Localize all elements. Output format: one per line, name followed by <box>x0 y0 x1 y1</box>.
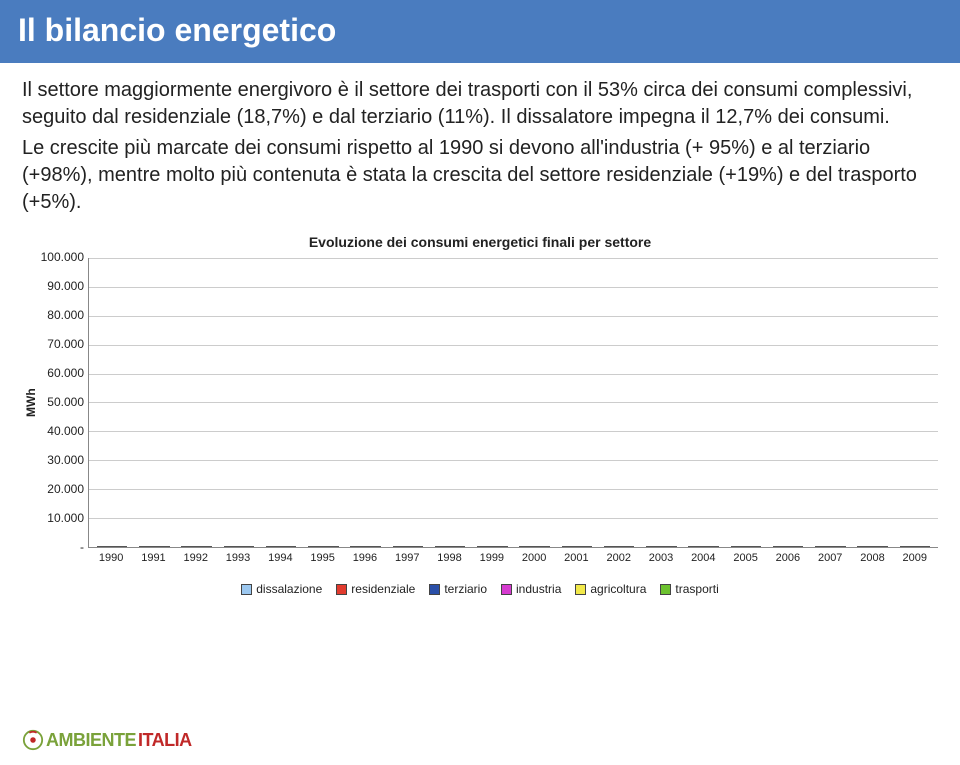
bar <box>604 546 634 547</box>
x-tick-label: 2002 <box>603 552 633 564</box>
legend-item-dissalazione: dissalazione <box>241 582 322 596</box>
bar <box>562 546 592 547</box>
bar <box>900 546 930 547</box>
bar <box>393 546 423 547</box>
bar <box>139 546 169 547</box>
bar <box>181 546 211 547</box>
bar <box>266 546 296 547</box>
x-tick-label: 1993 <box>223 552 253 564</box>
x-tick-label: 2004 <box>688 552 718 564</box>
legend-label: industria <box>516 582 561 596</box>
paragraph-1: Il settore maggiormente energivoro è il … <box>22 77 938 131</box>
bar <box>97 546 127 547</box>
chart-plot <box>88 258 938 548</box>
x-tick-label: 2001 <box>561 552 591 564</box>
legend-swatch <box>429 584 440 595</box>
paragraph-2: Le crescite più marcate dei consumi risp… <box>22 135 938 216</box>
x-tick-label: 1996 <box>350 552 380 564</box>
x-tick-label: 2006 <box>773 552 803 564</box>
x-tick-label: 1997 <box>392 552 422 564</box>
bar <box>477 546 507 547</box>
page-title: Il bilancio energetico <box>0 0 960 63</box>
legend-swatch <box>575 584 586 595</box>
logo-text-1: AMBIENTE <box>46 730 136 751</box>
chart-legend: dissalazione residenziale terziario industr… <box>22 582 938 596</box>
legend-label: residenziale <box>351 582 415 596</box>
x-tick-label: 1998 <box>434 552 464 564</box>
bar <box>815 546 845 547</box>
x-tick-label: 2005 <box>730 552 760 564</box>
bar <box>224 546 254 547</box>
x-tick-label: 2008 <box>857 552 887 564</box>
legend-item-trasporti: trasporti <box>660 582 718 596</box>
bar <box>773 546 803 547</box>
legend-label: agricoltura <box>590 582 646 596</box>
x-tick-label: 1991 <box>138 552 168 564</box>
chart-area: MWh 100.00090.00080.00070.00060.00050.00… <box>22 258 938 548</box>
legend-swatch <box>660 584 671 595</box>
chart-bars <box>89 258 938 547</box>
legend-item-industria: industria <box>501 582 561 596</box>
legend-item-agricoltura: agricoltura <box>575 582 646 596</box>
x-tick-label: 2000 <box>519 552 549 564</box>
bar <box>646 546 676 547</box>
x-tick-label: 1995 <box>307 552 337 564</box>
logo-text-2: ITALIA <box>138 730 192 751</box>
legend-label: terziario <box>444 582 487 596</box>
x-tick-label: 1994 <box>265 552 295 564</box>
bar <box>857 546 887 547</box>
bar <box>731 546 761 547</box>
x-tick-label: 2003 <box>646 552 676 564</box>
x-tick-label: 1990 <box>96 552 126 564</box>
legend-swatch <box>241 584 252 595</box>
chart-title: Evoluzione dei consumi energetici finali… <box>22 234 938 250</box>
legend-swatch <box>336 584 347 595</box>
legend-item-residenziale: residenziale <box>336 582 415 596</box>
bar <box>519 546 549 547</box>
legend-label: dissalazione <box>256 582 322 596</box>
legend-swatch <box>501 584 512 595</box>
logo-icon <box>22 729 44 751</box>
x-axis-ticks: 1990 1991 1992 1993 1994 1995 1996 1997 1998 1999… <box>88 548 938 564</box>
footer-logo: AMBIENTE ITALIA <box>22 729 192 751</box>
legend-item-terziario: terziario <box>429 582 487 596</box>
bar <box>308 546 338 547</box>
x-tick-label: 2007 <box>815 552 845 564</box>
chart: Evoluzione dei consumi energetici finali… <box>0 234 960 596</box>
y-axis-label: MWh <box>22 258 40 548</box>
bar <box>688 546 718 547</box>
x-tick-label: 2009 <box>900 552 930 564</box>
bar <box>350 546 380 547</box>
body-text: Il settore maggiormente energivoro è il … <box>0 63 960 228</box>
bar <box>435 546 465 547</box>
x-tick-label: 1999 <box>477 552 507 564</box>
x-tick-label: 1992 <box>181 552 211 564</box>
legend-label: trasporti <box>675 582 718 596</box>
y-axis-ticks: 100.00090.00080.00070.00060.00050.00040.… <box>40 258 88 548</box>
